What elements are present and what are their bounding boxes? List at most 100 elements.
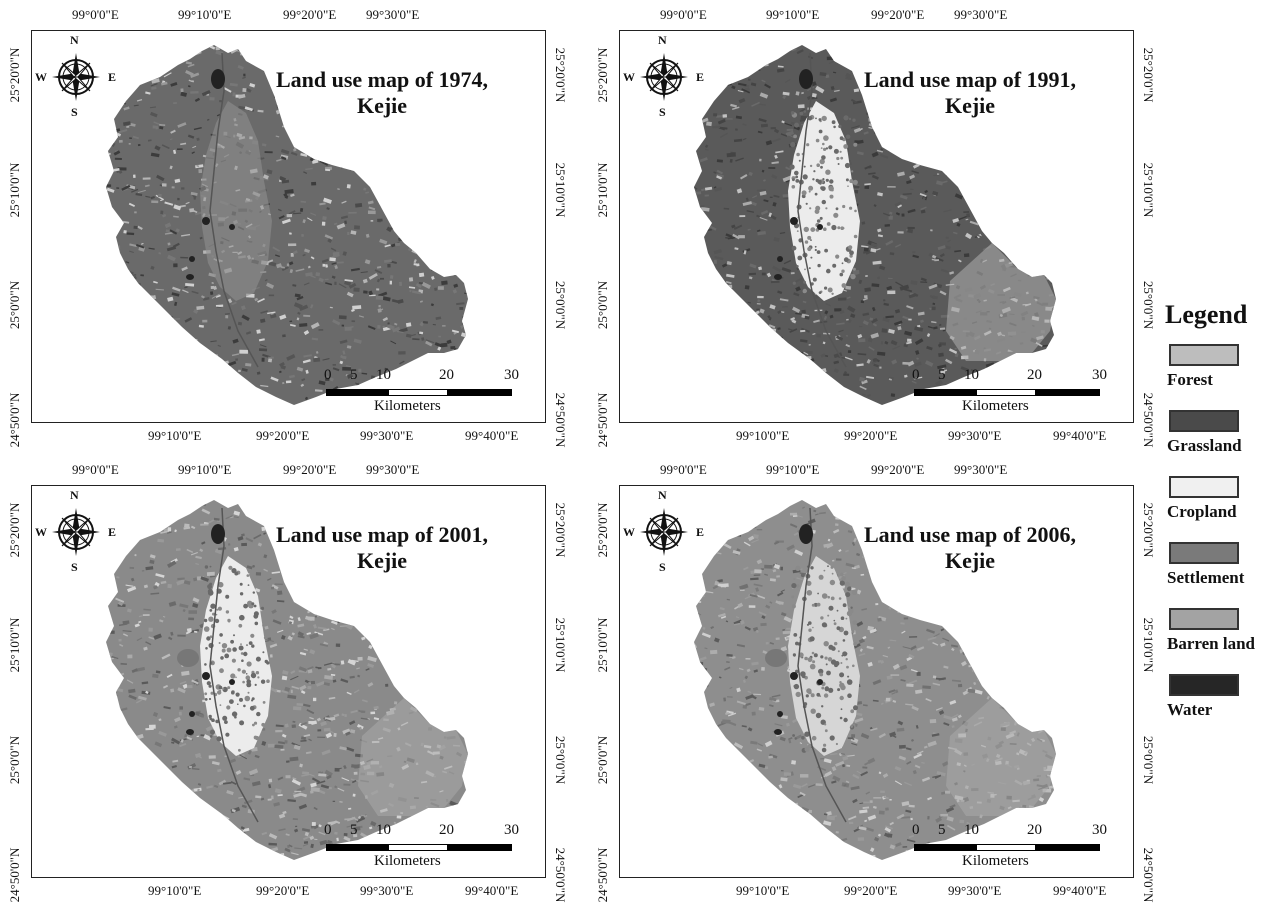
bottom-tick-label: 99°10'0"E <box>148 428 202 443</box>
map-title: Land use map of 1991, Kejie <box>840 67 1100 119</box>
legend-swatch <box>1169 542 1239 564</box>
map-panel-2: 99°0'0"E 99°10'0"E 99°20'0"E 99°30'0"E 99°10… <box>588 0 1168 450</box>
scale-label: 5 <box>350 822 358 838</box>
bottom-tick-label: 99°30'0"E <box>948 428 1002 443</box>
legend-item: Barren land <box>1165 608 1279 674</box>
right-tick-label: 25°20'0"N <box>1141 502 1156 558</box>
scale-segment <box>914 389 976 396</box>
left-tick-label: 25°0'0"N <box>595 735 610 785</box>
legend: Legend Forest Grassland Cropland Settlement… <box>1165 300 1279 740</box>
land-use-map <box>694 45 1056 405</box>
scale-segment <box>976 844 1036 851</box>
bottom-tick-label: 99°30'0"E <box>360 883 414 898</box>
scale-label: 10 <box>964 367 979 383</box>
top-tick-label: 99°30'0"E <box>954 7 1008 22</box>
scale-unit: Kilometers <box>962 853 1029 869</box>
scale-segment <box>388 844 448 851</box>
compass-w-label: W <box>623 525 635 539</box>
left-tick-label: 24°50'0"N <box>7 847 22 903</box>
bottom-tick-label: 99°40'0"E <box>1053 428 1107 443</box>
scale-label: 5 <box>350 367 358 383</box>
scale-segment <box>448 389 512 396</box>
compass-n-label: N <box>658 488 667 502</box>
scale-label: 0 <box>324 367 332 383</box>
scale-bar: 0 5 10 20 30 Kilometers <box>324 367 534 417</box>
scale-label: 30 <box>504 822 519 838</box>
compass-s-label: S <box>659 560 666 574</box>
right-tick-label: 24°50'0"N <box>1141 392 1156 448</box>
water-body <box>211 69 225 89</box>
right-tick-label: 25°10'0"N <box>1141 617 1156 673</box>
legend-swatch <box>1169 608 1239 630</box>
legend-title: Legend <box>1165 300 1248 329</box>
legend-label: Barren land <box>1167 634 1256 653</box>
water-body <box>774 274 782 280</box>
bottom-tick-label: 99°30'0"E <box>360 428 414 443</box>
water-body <box>777 711 783 717</box>
right-tick-label: 24°50'0"N <box>553 392 568 448</box>
bottom-tick-label: 99°10'0"E <box>736 428 790 443</box>
top-tick-label: 99°0'0"E <box>72 462 119 477</box>
top-tick-label: 99°20'0"E <box>871 462 925 477</box>
region-shape <box>106 45 468 405</box>
scale-bar: 0 5 10 20 30 Kilometers <box>912 367 1122 417</box>
left-tick-label: 25°0'0"N <box>595 280 610 330</box>
legend-swatch <box>1169 410 1239 432</box>
map-title: Land use map of 2001, Kejie <box>252 522 512 574</box>
water-body <box>202 672 210 680</box>
map-title-line1: Land use map of 1974, <box>275 67 489 92</box>
water-body <box>186 729 194 735</box>
left-tick-label: 24°50'0"N <box>595 847 610 903</box>
compass: N S W E <box>623 33 704 119</box>
left-tick-label: 25°10'0"N <box>595 162 610 218</box>
scale-label: 0 <box>912 822 920 838</box>
scale-label: 20 <box>439 822 454 838</box>
right-tick-label: 25°10'0"N <box>553 162 568 218</box>
bottom-tick-label: 99°10'0"E <box>148 883 202 898</box>
scale-bar: 0 5 10 20 30 Kilometers <box>912 822 1122 872</box>
right-tick-label: 24°50'0"N <box>553 847 568 903</box>
water-body <box>790 217 798 225</box>
top-tick-label: 99°20'0"E <box>871 7 925 22</box>
map-panel-4: 99°0'0"E 99°10'0"E 99°20'0"E 99°30'0"E 99°10… <box>588 455 1168 905</box>
scale-label: 10 <box>964 822 979 838</box>
compass-s-label: S <box>71 560 78 574</box>
top-tick-label: 99°20'0"E <box>283 462 337 477</box>
scale-unit: Kilometers <box>374 853 441 869</box>
water-body <box>229 224 235 230</box>
map-title-line2: Kejie <box>944 93 996 118</box>
top-tick-label: 99°0'0"E <box>72 7 119 22</box>
map-frame: Land use map of 2001, Kejie N S W E 0 5 10 20 30 Ki… <box>31 485 546 878</box>
right-tick-label: 25°10'0"N <box>553 617 568 673</box>
scale-segment <box>1036 389 1100 396</box>
compass-n-label: N <box>658 33 667 47</box>
scale-segment <box>1036 844 1100 851</box>
compass-n-label: N <box>70 33 79 47</box>
bottom-tick-label: 99°20'0"E <box>256 883 310 898</box>
right-tick-label: 25°0'0"N <box>553 280 568 330</box>
map-title-line2: Kejie <box>356 93 408 118</box>
water-body <box>799 524 813 544</box>
right-tick-label: 24°50'0"N <box>1141 847 1156 903</box>
left-tick-label: 25°10'0"N <box>7 617 22 673</box>
water-body <box>229 679 235 685</box>
water-body <box>211 524 225 544</box>
water-body <box>186 274 194 280</box>
compass-w-label: W <box>35 525 47 539</box>
river-line <box>797 52 847 368</box>
scale-label: 20 <box>1027 822 1042 838</box>
legend-label: Cropland <box>1167 502 1237 521</box>
river-line <box>797 507 847 823</box>
left-tick-label: 24°50'0"N <box>7 392 22 448</box>
scale-label: 10 <box>376 822 391 838</box>
water-body <box>189 256 195 262</box>
legend-label: Forest <box>1167 370 1213 389</box>
top-tick-label: 99°10'0"E <box>766 7 820 22</box>
land-use-map <box>106 45 468 405</box>
compass-rose-icon <box>640 53 688 101</box>
scale-segment <box>326 389 388 396</box>
legend-item: Cropland <box>1165 476 1279 542</box>
compass: N S W E <box>623 488 704 574</box>
legend-label: Water <box>1167 700 1213 719</box>
bottom-tick-label: 99°40'0"E <box>465 428 519 443</box>
